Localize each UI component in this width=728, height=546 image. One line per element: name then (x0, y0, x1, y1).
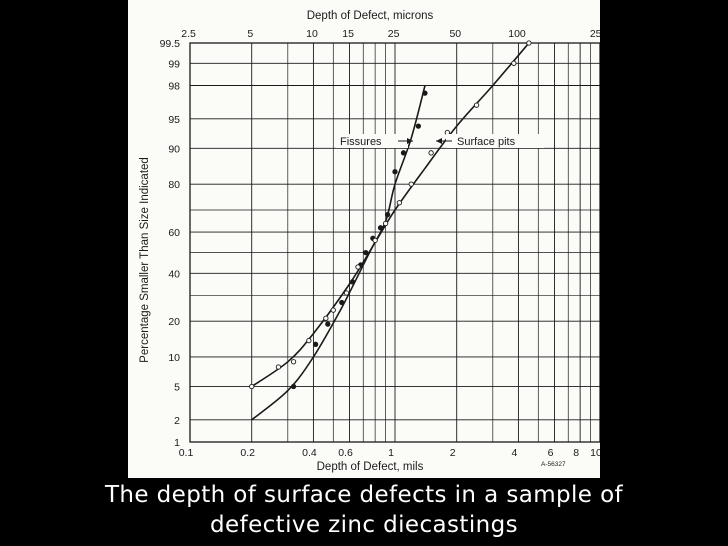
fissures-point (392, 169, 398, 175)
fissures-arrow-icon (407, 138, 413, 144)
caption-line-1: The depth of surface defects in a sample… (104, 482, 624, 508)
fissures-point (290, 383, 297, 390)
y-tick-label: 98 (168, 80, 180, 92)
y-tick-label: 99.5 (160, 38, 181, 50)
surface-pits-annotation: Surface pits (436, 134, 544, 148)
surface-pits-label: Surface pits (457, 136, 516, 148)
y-tick-label: 95 (168, 114, 180, 126)
fissures-label-bg (336, 134, 408, 148)
fissures-point (384, 211, 391, 218)
surface-pits-point (249, 383, 255, 390)
surface-pits-curve (251, 42, 530, 388)
fissures-point (415, 123, 422, 129)
y-tick-label: 99 (168, 58, 180, 70)
x-tick-label: 10 (590, 447, 600, 459)
figure-code: A-56327 (541, 461, 566, 468)
surface-pits-point (355, 264, 361, 270)
fissures-point (363, 250, 369, 256)
x2-tick-label: 50 (449, 28, 461, 40)
surface-pits-point (323, 315, 329, 321)
y-tick-label: 10 (168, 352, 180, 364)
fissures-point (377, 225, 384, 231)
x-tick-label: 2 (450, 447, 456, 459)
fissures-point (325, 321, 331, 327)
x2-tick-label: 250 (590, 28, 600, 40)
y-tick-label: 5 (174, 382, 180, 394)
x-tick-label: 0.2 (240, 447, 255, 459)
y-tick-label: 20 (168, 316, 180, 328)
chart-grid (189, 42, 600, 443)
x2-tick-label: 10 (306, 28, 318, 40)
surface-pits-point (428, 150, 434, 156)
fissures-point (422, 90, 428, 96)
y-axis-title: Percentage Smaller Than Size Indicated (139, 157, 151, 363)
x-tick-label: 6 (548, 447, 554, 459)
data-points (249, 40, 532, 390)
y-tick-label: 90 (168, 143, 180, 155)
surface-pits-point (396, 200, 402, 206)
x-tick-label: 4 (512, 447, 518, 459)
probability-chart: 0.10.20.40.612468102.5510152550100250125… (139, 10, 600, 473)
x-tick-label: 1 (388, 447, 394, 459)
y-tick-label: 2 (174, 415, 180, 427)
x2-tick-label: 25 (388, 28, 400, 40)
fissures-point (349, 279, 356, 285)
y-tick-label: 80 (168, 179, 180, 191)
surface-pits-point (382, 220, 389, 227)
surface-pits-point (511, 60, 517, 66)
x2-tick-label: 2.5 (181, 28, 196, 40)
x-tick-label: 0.1 (179, 447, 194, 459)
tick-labels: 0.10.20.40.612468102.5510152550100250125… (160, 28, 600, 459)
surface-pits-point (473, 102, 480, 108)
fissures-label: Fissures (340, 136, 382, 148)
surface-pits-point (343, 290, 350, 296)
x-tick-label: 8 (573, 447, 579, 459)
caption-line-2: defective zinc diecastings (210, 512, 518, 538)
surface-pits-point (372, 237, 378, 244)
x2-tick-label: 100 (508, 28, 526, 40)
fissures-annotation: Fissures (336, 134, 413, 148)
surface-pits-point (330, 307, 336, 313)
fissures-point (339, 299, 345, 306)
x-axis-title: Depth of Defect, mils (317, 461, 424, 473)
surface-pits-point (290, 359, 297, 365)
surface-pits-point (306, 337, 312, 344)
y-tick-label: 1 (174, 437, 180, 449)
y-tick-label: 40 (168, 268, 180, 280)
x2-tick-label: 5 (247, 28, 253, 40)
surface-pits-point (408, 181, 414, 187)
surface-pits-point (526, 40, 532, 46)
x-tick-label: 0.6 (338, 447, 353, 459)
x-tick-label: 0.4 (302, 447, 317, 459)
fissures-point (312, 341, 319, 347)
plot-frame (189, 42, 600, 443)
top-axis-title: Depth of Defect, microns (307, 10, 434, 22)
fissures-point (400, 150, 407, 156)
surface-pits-label-bg (446, 134, 544, 148)
x2-tick-label: 15 (342, 28, 354, 40)
figure-panel: 0.10.20.40.612468102.5510152550100250125… (128, 0, 600, 478)
surface-pits-point (275, 364, 282, 370)
y-tick-label: 60 (168, 227, 180, 239)
surface-pits-arrow-icon (436, 138, 442, 144)
